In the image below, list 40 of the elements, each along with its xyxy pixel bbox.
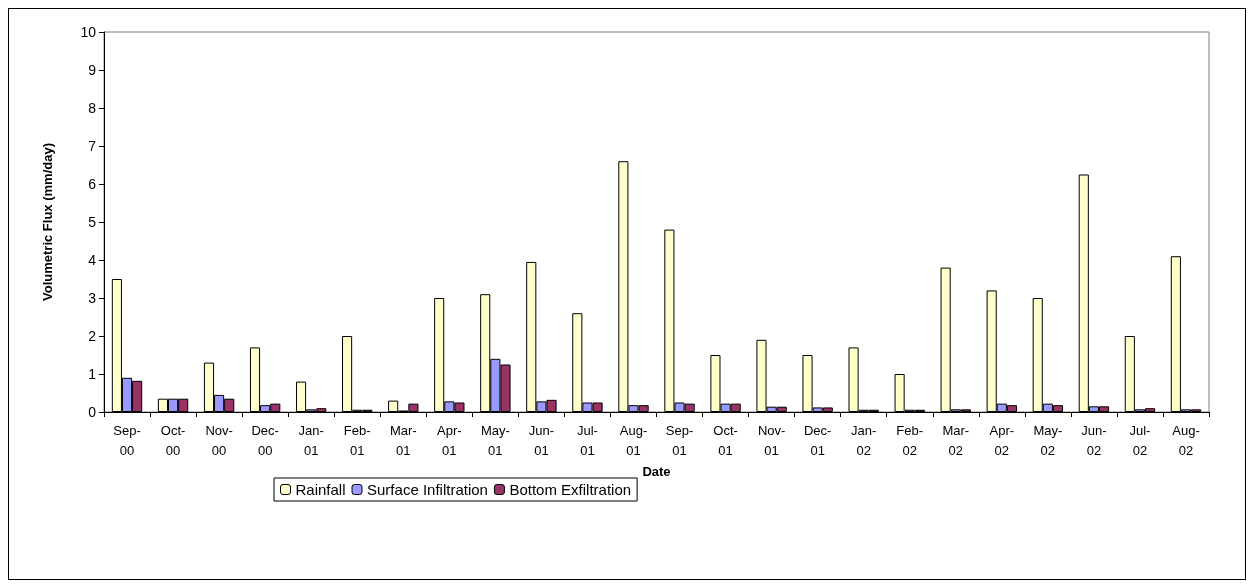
x-tick-label: May-01 [480,422,510,458]
x-tick-label: Mar-01 [389,422,417,458]
legend-label: Bottom Exfiltration [509,481,632,498]
x-tick-label: Aug-02 [1172,422,1200,458]
x-tick-label: Feb-01 [343,422,371,458]
x-tick-label: Dec-00 [251,422,279,458]
x-axis-title: Date [642,463,671,479]
x-tick-label: Oct-00 [160,422,186,458]
x-tick-label: Jan-01 [298,422,324,458]
y-tick-label: 6 [88,176,97,192]
x-tick-label: Apr-02 [989,422,1015,458]
x-tick-label: Apr-01 [437,422,462,458]
x-tick-label: Jan-02 [851,422,877,458]
x-tick-label: Nov-01 [757,422,786,458]
x-tick-label: Jun-01 [528,422,555,458]
x-tick-label: Jul-02 [1129,422,1151,458]
x-tick-label: Jul-01 [576,422,598,458]
y-tick-label: 1 [88,366,97,382]
y-tick-label: 9 [88,62,97,78]
legend-label: Surface Infiltration [367,481,488,498]
x-tick-label: Oct-01 [713,422,738,458]
y-tick-label: 8 [88,100,97,116]
x-tick-label: Nov-00 [205,422,233,458]
y-axis-title: Volumetric Flux (mm/day) [40,143,55,301]
y-tick-label: 5 [88,214,97,230]
y-tick-label: 2 [88,328,97,344]
x-tick-label: May-02 [1033,422,1063,458]
x-tick-label: Sep-01 [665,422,694,458]
x-tick-label: Mar-02 [942,422,970,458]
y-tick-label: 7 [88,138,97,154]
y-tick-label: 4 [88,252,97,268]
y-tick-label: 0 [88,404,97,420]
legend-label: Rainfall [295,481,346,498]
x-tick-label: Aug-01 [619,422,648,458]
y-tick-label: 10 [80,24,97,40]
x-tick-label: Jun-02 [1081,422,1107,458]
x-tick-label: Feb-02 [896,422,924,458]
y-tick-label: 3 [88,290,97,306]
x-tick-label: Dec-01 [803,422,832,458]
x-tick-label: Sep-00 [113,422,141,458]
